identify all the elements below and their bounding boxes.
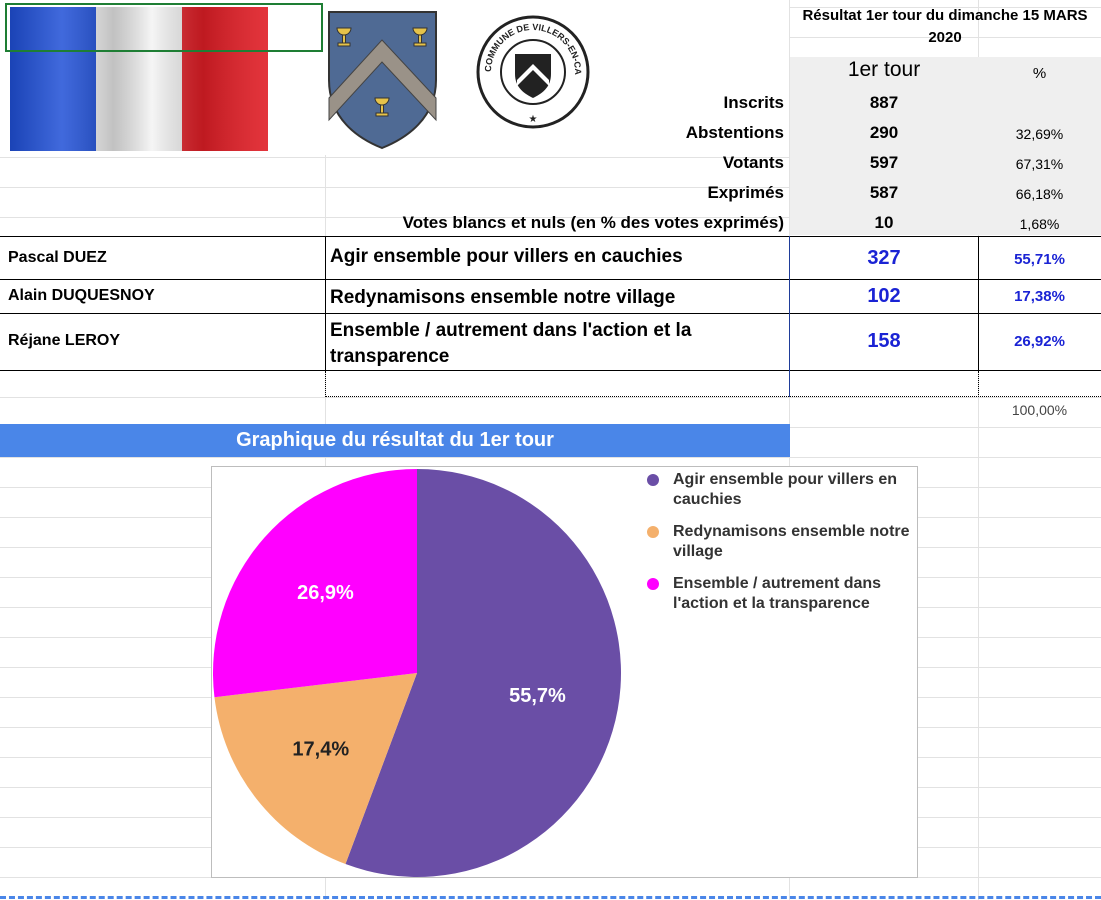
stat-label-abstentions: Abstentions: [685, 123, 784, 142]
column-divider: [978, 0, 979, 900]
table-border: [0, 279, 1101, 280]
stat-label-blancs-nuls: Votes blancs et nuls (en % des votes exp…: [402, 213, 784, 232]
candidate-list: Redynamisons ensemble notre village: [330, 287, 676, 308]
results-title: Résultat 1er tour du dimanche 15 MARS 20…: [802, 7, 1088, 46]
candidate-list: Ensemble / autrement dans l'action et la…: [330, 320, 692, 367]
chart-section-title: Graphique du résultat du 1er tour: [236, 429, 554, 451]
legend-label: Agir ensemble pour villers en cauchies: [673, 471, 898, 508]
table-border: [0, 313, 1101, 314]
dotted-border: [325, 371, 326, 397]
legend-marker: [647, 474, 659, 486]
legend-label: Ensemble / autrement dans l'action et la…: [673, 575, 882, 612]
pie-slice-1[interactable]: [345, 469, 621, 877]
candidate-votes: 158: [867, 330, 901, 352]
stat-value-exprimes: 587: [869, 183, 899, 202]
candidate-pct: 55,71%: [1014, 251, 1065, 268]
pie-slice-2[interactable]: [214, 673, 417, 865]
page-break-line: [0, 896, 1101, 899]
table-border: [0, 236, 1101, 237]
legend-marker: [647, 578, 659, 590]
commune-seal-image: COMMUNE DE VILLERS-EN-CAUCHIES ★: [472, 6, 591, 130]
pie-slice-label: 17,4%: [292, 739, 349, 761]
first-round-header: 1er tour: [847, 58, 921, 81]
candidate-name: Alain DUQUESNOY: [8, 287, 155, 304]
stats-shaded-area: [790, 57, 1101, 235]
stat-pct-abstentions: 32,69%: [1015, 126, 1064, 142]
stat-label-votants: Votants: [722, 153, 784, 172]
legend-marker: [647, 526, 659, 538]
table-border: [325, 236, 326, 371]
table-border: [789, 236, 790, 397]
candidate-list: Agir ensemble pour villers en cauchies: [330, 246, 683, 267]
chart-section-header: Graphique du résultat du 1er tour: [0, 424, 790, 457]
pie-chart-container[interactable]: 55,7% 17,4% 26,9%: [211, 466, 918, 878]
stat-pct-blancs-nuls: 1,68%: [1019, 216, 1060, 232]
stat-label-inscrits: Inscrits: [723, 93, 784, 112]
pie-slice-label: 26,9%: [297, 582, 354, 604]
selected-cell[interactable]: [5, 3, 323, 52]
svg-text:★: ★: [529, 114, 538, 125]
pie-chart: 55,7% 17,4% 26,9%: [213, 469, 621, 877]
table-border: [0, 370, 1101, 371]
candidate-votes: 102: [867, 285, 901, 307]
candidate-pct: 26,92%: [1014, 333, 1065, 350]
candidate-votes: 327: [867, 247, 901, 269]
total-pct: 100,00%: [1011, 402, 1068, 418]
pie-slice-label: 55,7%: [509, 685, 566, 707]
candidate-pct: 17,38%: [1014, 288, 1065, 305]
candidate-name: Réjane LEROY: [8, 332, 121, 349]
stat-value-blancs-nuls: 10: [874, 213, 894, 232]
legend-label: Redynamisons ensemble notre village: [673, 523, 910, 560]
coat-of-arms-image: [327, 10, 438, 150]
stat-value-abstentions: 290: [869, 123, 899, 142]
dotted-border: [978, 371, 979, 397]
candidates-table-bg: [0, 237, 1101, 371]
stat-pct-exprimes: 66,18%: [1015, 186, 1064, 202]
dotted-border: [325, 396, 1101, 397]
stat-pct-votants: 67,31%: [1015, 156, 1064, 172]
stat-label-exprimes: Exprimés: [707, 183, 784, 202]
stat-value-votants: 597: [869, 153, 899, 172]
table-border: [978, 236, 979, 371]
pie-slice-3[interactable]: [213, 469, 417, 698]
french-flag-image: [10, 7, 268, 151]
candidate-name: Pascal DUEZ: [8, 249, 107, 266]
stat-value-inscrits: 887: [869, 93, 899, 112]
percent-header: %: [1032, 65, 1047, 82]
